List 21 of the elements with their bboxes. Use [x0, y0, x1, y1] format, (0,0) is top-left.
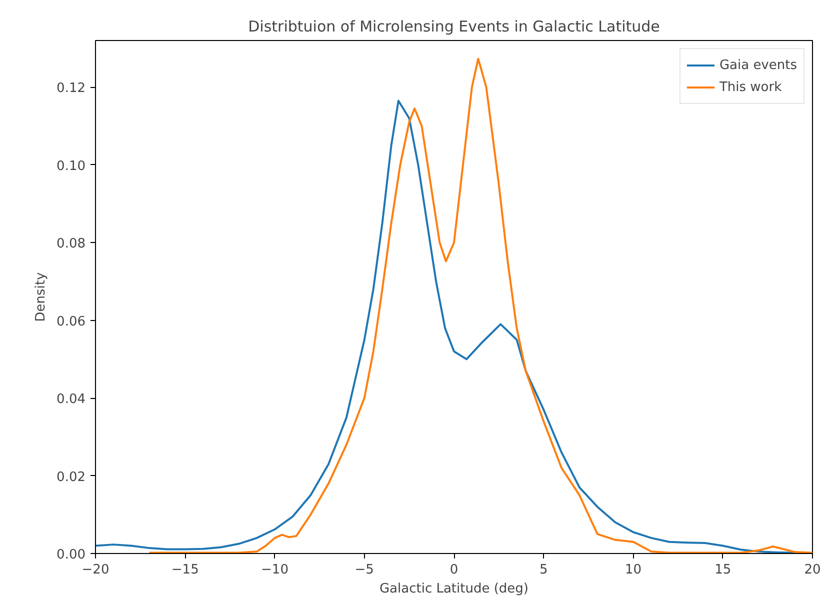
- x-tick-label: 0: [450, 562, 458, 578]
- x-tick-label: 15: [714, 562, 732, 578]
- legend-label: This work: [719, 80, 782, 94]
- y-tick-label: 0.08: [56, 236, 86, 252]
- y-tick-label: 0.10: [56, 158, 86, 174]
- y-axis-title: Density: [34, 272, 49, 322]
- x-tick-label: −10: [261, 562, 288, 578]
- legend-label: Gaia events: [719, 58, 797, 72]
- x-tick-label: −20: [82, 562, 110, 578]
- y-tick-label: 0.12: [56, 81, 86, 96]
- x-tick-label: −5: [354, 562, 374, 578]
- y-tick-label: 0.06: [56, 314, 86, 330]
- x-axis-title: Galactic Latitude (deg): [379, 582, 529, 596]
- y-tick-label: 0.04: [56, 392, 86, 408]
- x-tick-label: 5: [539, 562, 548, 578]
- y-tick-label: 0.02: [56, 470, 86, 485]
- x-tick-label: 10: [624, 562, 642, 578]
- y-tick-label: 0.00: [56, 548, 86, 562]
- x-tick-label: −15: [171, 562, 199, 578]
- x-tick-label: 20: [804, 562, 821, 578]
- chart-title: Distribtuion of Microlensing Events in Galactic Latitude: [248, 18, 660, 36]
